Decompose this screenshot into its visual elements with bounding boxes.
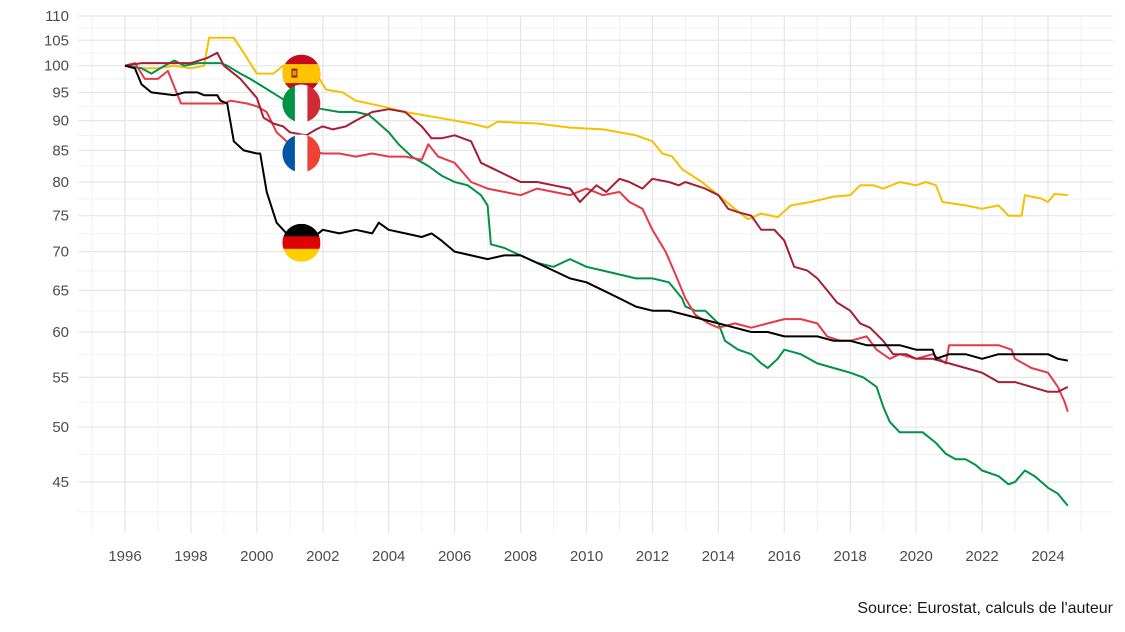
x-tick-label: 2000	[240, 548, 273, 565]
axis-labels: 1996 1998 2000 2002 2004 2006 2008 2010 2012 2014…	[44, 8, 1065, 565]
spain-flag-icon	[282, 54, 321, 93]
y-tick-label: 55	[52, 369, 69, 386]
series-line-series-3	[124, 51, 1069, 393]
italy-flag-icon	[282, 84, 321, 123]
x-tick-label: 2014	[702, 548, 735, 565]
series-lines	[124, 36, 1069, 507]
country-flags	[282, 54, 321, 262]
x-tick-label: 2022	[965, 548, 998, 565]
germany-flag-icon	[282, 223, 321, 262]
y-tick-label: 90	[52, 113, 69, 130]
y-tick-label: 45	[52, 474, 69, 491]
x-tick-label: 2024	[1031, 548, 1064, 565]
series-line-spain-flag	[124, 36, 1068, 221]
series-line-germany-flag	[124, 64, 1068, 362]
y-tick-label: 60	[52, 324, 69, 341]
france-flag-icon	[282, 134, 321, 173]
y-tick-label: 75	[52, 208, 69, 225]
x-tick-label: 2018	[834, 548, 867, 565]
x-tick-label: 2002	[306, 548, 339, 565]
x-tick-label: 2004	[372, 548, 405, 565]
y-tick-label: 95	[52, 84, 69, 101]
series-line-italy-flag	[124, 59, 1069, 507]
x-tick-label: 2012	[636, 548, 669, 565]
y-tick-label: 50	[52, 419, 69, 436]
y-tick-label: 70	[52, 244, 69, 261]
y-tick-label: 110	[45, 8, 69, 25]
x-tick-label: 2008	[504, 548, 537, 565]
y-tick-label: 85	[52, 142, 69, 159]
x-tick-label: 1998	[174, 548, 207, 565]
series-line-france-flag	[124, 62, 1069, 413]
x-tick-label: 2016	[768, 548, 801, 565]
gridlines	[78, 15, 1113, 533]
y-tick-label: 80	[52, 174, 69, 191]
source-caption: Source: Eurostat, calculs de l'auteur	[857, 600, 1113, 617]
x-tick-label: 2020	[899, 548, 932, 565]
y-tick-label: 65	[52, 282, 69, 299]
x-tick-label: 1996	[108, 548, 141, 565]
x-tick-label: 2010	[570, 548, 603, 565]
x-tick-label: 2006	[438, 548, 471, 565]
y-tick-label: 105	[44, 32, 69, 49]
y-tick-label: 100	[44, 58, 69, 75]
